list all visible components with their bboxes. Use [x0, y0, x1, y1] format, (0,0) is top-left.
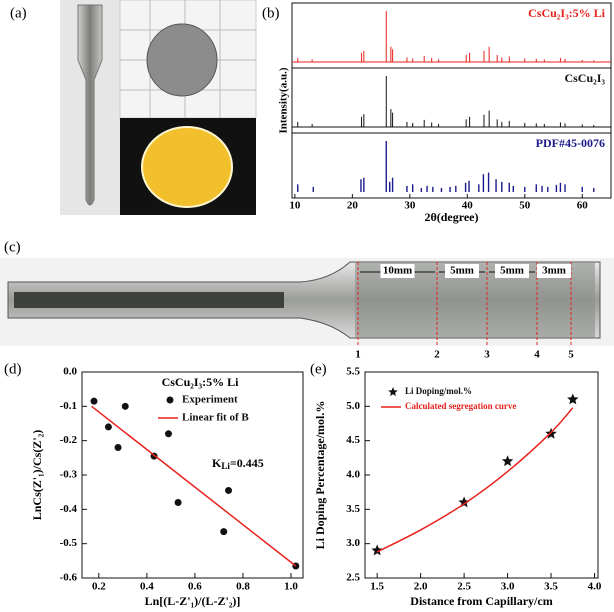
x-tick-label: 40	[462, 200, 474, 212]
x-tick-label: 60	[577, 200, 589, 212]
y-tick-label: -0.5	[60, 537, 78, 549]
legend-marker	[166, 396, 174, 404]
annotation-part: K	[212, 456, 222, 470]
x-tick-label: 20	[347, 200, 359, 212]
panel-label: (a)	[10, 5, 27, 21]
annotation-part: =0.445	[230, 456, 264, 470]
position-label: 5	[568, 349, 574, 361]
star-marker	[371, 544, 383, 556]
point	[164, 430, 172, 438]
annotation-sub: Li	[221, 461, 230, 471]
scale-label: 5mm	[450, 265, 474, 277]
x-tick-label: 1.0	[284, 581, 298, 593]
y-tick-label: -0.1	[60, 400, 77, 412]
position-label: 1	[355, 349, 361, 361]
scale-label: 5mm	[500, 265, 524, 277]
star-marker	[388, 387, 398, 396]
x-tick-label: 3.0	[501, 581, 515, 593]
y-axis-label: Li Doping Percentage/mol.%	[313, 401, 327, 550]
legend-label: Li Doping/mol.%	[405, 386, 472, 396]
y-tick-label: 3.0	[346, 537, 360, 549]
star-marker	[567, 393, 579, 405]
panel-label: (d)	[4, 361, 22, 377]
y-tick-label: -0.4	[60, 503, 78, 515]
x-tick-label: 1.5	[370, 581, 384, 593]
x-tick-label: 2.5	[457, 581, 471, 593]
x-tick-label: 0.4	[140, 581, 154, 593]
position-label: 4	[534, 349, 540, 361]
legend-label: Experiment	[182, 394, 238, 406]
y-tick-label: -0.2	[60, 434, 78, 446]
subplot-frame	[291, 132, 612, 199]
annotation: KLi=0.445	[212, 456, 264, 471]
photo-c	[0, 258, 614, 346]
x-axis-label: Distance from Capillary/cm	[410, 594, 552, 608]
x-tick-label: 2.0	[414, 581, 428, 593]
star-marker	[458, 496, 470, 508]
y-tick-label: 5.0	[346, 400, 360, 412]
y-axis-label: Intensity(a.u.)	[278, 67, 290, 133]
point	[225, 486, 233, 494]
x-tick-label: 0.2	[92, 581, 106, 593]
scale-label: 10mm	[383, 265, 412, 277]
point	[220, 528, 228, 536]
subplot-frame	[291, 67, 612, 134]
y-tick-label: 0.0	[63, 366, 77, 378]
panel-label: (c)	[4, 239, 21, 255]
position-label: 2	[434, 349, 440, 361]
label-bg	[495, 264, 529, 278]
photo-a	[60, 0, 257, 215]
fit-line	[91, 405, 297, 567]
point	[90, 397, 98, 405]
panel-label: (b)	[262, 5, 280, 21]
point	[114, 444, 122, 452]
x-tick-label: 0.6	[188, 581, 202, 593]
y-axis-label: LnCs(Z'₁)/Cs(Z'₂)	[30, 430, 44, 521]
chart-title: CsCu₂I₃:5% Li	[162, 375, 240, 389]
label-bg	[537, 264, 571, 278]
photo-c-markers	[357, 262, 572, 345]
star-marker	[501, 455, 514, 467]
legend-label: CsCu₂I₃:5% Li	[528, 6, 606, 20]
point	[121, 402, 129, 410]
legend-label: Calculated segregation curve	[405, 401, 516, 411]
y-tick-label: 4.5	[346, 434, 360, 446]
x-tick-label: 50	[519, 200, 531, 212]
y-tick-label: 4.0	[346, 469, 360, 481]
legend-label: CsCu₂I₃	[564, 71, 605, 85]
point	[104, 423, 112, 431]
x-tick-label: 10	[289, 200, 301, 212]
label-bg	[380, 264, 415, 278]
y-tick-label: 3.5	[346, 503, 360, 515]
legend-label: Linear fit of B	[182, 412, 249, 424]
y-tick-label: 2.5	[346, 572, 360, 584]
position-label: 3	[484, 349, 490, 361]
point	[174, 498, 182, 506]
x-tick-label: 3.5	[544, 581, 558, 593]
fit-line	[376, 407, 574, 553]
label-bg	[445, 264, 479, 278]
y-tick-label: -0.3	[60, 469, 78, 481]
y-tick-label: -0.6	[60, 572, 78, 584]
x-axis-label: Ln[(L-Z'₁)/(L-Z'₂)]	[145, 594, 241, 608]
x-tick-label: 0.8	[236, 581, 250, 593]
legend-label: PDF#45-0076	[536, 136, 605, 150]
x-tick-label: 30	[404, 200, 416, 212]
x-tick-label: 4.0	[588, 581, 602, 593]
x-axis-label: 2θ(degree)	[424, 210, 478, 224]
scale-label: 3mm	[542, 265, 566, 277]
y-tick-label: 5.5	[346, 366, 360, 378]
panel-label: (e)	[310, 361, 327, 377]
